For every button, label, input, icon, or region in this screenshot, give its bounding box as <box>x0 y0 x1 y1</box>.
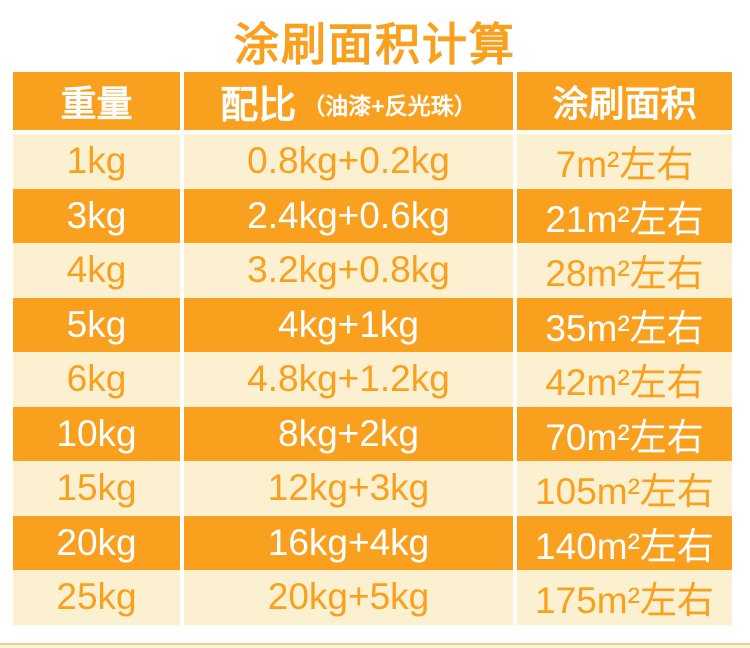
area-cell: 28m²左右 <box>517 243 732 298</box>
weight-cell: 3kg <box>13 188 180 243</box>
area-cell: 42m²左右 <box>517 352 732 407</box>
table-row: 10kg 8kg+2kg 70m²左右 <box>13 406 732 461</box>
table-row: 20kg 16kg+4kg 140m²左右 <box>13 515 732 570</box>
table-row: 1kg 0.8kg+0.2kg 7m²左右 <box>13 134 732 189</box>
table-row: 15kg 12kg+3kg 105m²左右 <box>13 461 732 516</box>
col-header-ratio: 配比 （油漆+反光珠） <box>184 72 513 130</box>
ratio-cell: 20kg+5kg <box>184 570 513 625</box>
ratio-cell: 12kg+3kg <box>184 461 513 516</box>
ratio-cell: 4kg+1kg <box>184 297 513 352</box>
weight-cell: 15kg <box>13 461 180 516</box>
col-header-ratio-sublabel: （油漆+反光珠） <box>302 92 477 119</box>
weight-cell: 4kg <box>13 243 180 298</box>
table-header-row: 重量 配比 （油漆+反光珠） 涂刷面积 <box>13 72 732 130</box>
next-section-divider <box>0 643 750 648</box>
weight-cell: 5kg <box>13 297 180 352</box>
coverage-table: 重量 配比 （油漆+反光珠） 涂刷面积 1kg 0.8kg+0.2kg 7m²左… <box>13 72 732 625</box>
ratio-cell: 8kg+2kg <box>184 406 513 461</box>
area-cell: 175m²左右 <box>517 570 732 625</box>
area-cell: 7m²左右 <box>517 134 732 189</box>
col-header-weight-label: 重量 <box>60 83 133 124</box>
table-row: 5kg 4kg+1kg 35m²左右 <box>13 297 732 352</box>
ratio-cell: 4.8kg+1.2kg <box>184 352 513 407</box>
weight-cell: 25kg <box>13 570 180 625</box>
weight-cell: 1kg <box>13 134 180 189</box>
page-title: 涂刷面积计算 <box>233 19 516 70</box>
area-cell: 35m²左右 <box>517 297 732 352</box>
col-header-weight: 重量 <box>13 72 180 130</box>
ratio-cell: 3.2kg+0.8kg <box>184 243 513 298</box>
col-header-area-label: 涂刷面积 <box>552 83 697 124</box>
col-header-ratio-label: 配比 <box>220 84 297 127</box>
weight-cell: 10kg <box>13 406 180 461</box>
area-cell: 70m²左右 <box>517 406 732 461</box>
area-cell: 140m²左右 <box>517 515 732 570</box>
table-row: 3kg 2.4kg+0.6kg 21m²左右 <box>13 188 732 243</box>
table-row: 4kg 3.2kg+0.8kg 28m²左右 <box>13 243 732 298</box>
area-cell: 21m²左右 <box>517 188 732 243</box>
area-cell: 105m²左右 <box>517 461 732 516</box>
ratio-cell: 2.4kg+0.6kg <box>184 188 513 243</box>
table-row: 6kg 4.8kg+1.2kg 42m²左右 <box>13 352 732 407</box>
col-header-area: 涂刷面积 <box>517 72 732 130</box>
weight-cell: 20kg <box>13 515 180 570</box>
weight-cell: 6kg <box>13 352 180 407</box>
ratio-cell: 16kg+4kg <box>184 515 513 570</box>
table-row: 25kg 20kg+5kg 175m²左右 <box>13 570 732 625</box>
ratio-cell: 0.8kg+0.2kg <box>184 134 513 189</box>
